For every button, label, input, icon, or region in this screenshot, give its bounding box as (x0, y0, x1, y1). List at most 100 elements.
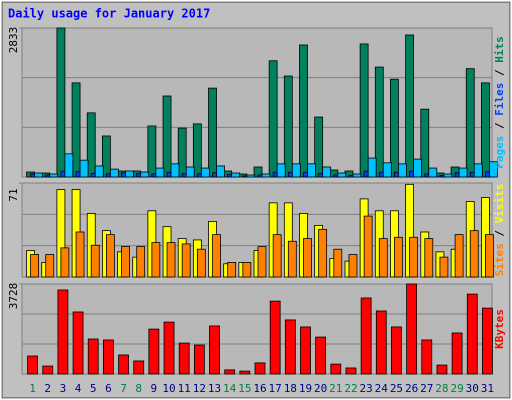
bar (485, 234, 494, 278)
legend-entry: Pages (493, 136, 506, 169)
x-tick-label: 19 (299, 382, 312, 395)
bar (246, 174, 256, 178)
bar (87, 338, 99, 375)
bar (60, 247, 70, 278)
y-tick-label: 71 (7, 188, 20, 201)
bar (261, 173, 271, 178)
bar (72, 311, 84, 375)
bar (272, 234, 282, 278)
x-tick-label: 6 (105, 382, 112, 395)
bar (482, 307, 493, 375)
x-tick-label: 7 (120, 382, 127, 395)
bar (118, 354, 129, 375)
x-tick-label: 27 (420, 382, 433, 395)
bar (322, 166, 332, 178)
x-tick-label: 16 (253, 382, 266, 395)
bar (337, 172, 347, 178)
bar (454, 234, 464, 278)
bar (148, 328, 160, 375)
bar (367, 157, 377, 178)
bar (465, 68, 475, 178)
bar (193, 344, 205, 375)
x-tick-label: 29 (450, 382, 463, 395)
legend-separator: / (493, 223, 506, 243)
bar (109, 168, 119, 178)
legend-entry: Visits (493, 184, 506, 224)
bar (242, 262, 252, 278)
x-tick-label: 11 (178, 382, 191, 395)
bar (307, 163, 316, 178)
legend-entry: Sites (493, 243, 506, 276)
y-tick-label: 3728 (7, 283, 20, 310)
bar (136, 246, 146, 278)
bar (133, 360, 145, 375)
bar (439, 256, 449, 278)
x-tick-label: 28 (435, 382, 448, 395)
bar (394, 236, 403, 278)
bar (56, 27, 66, 178)
bar (147, 125, 157, 178)
bar (30, 254, 39, 278)
bar (458, 167, 468, 178)
bar (303, 238, 312, 278)
bar (333, 248, 343, 278)
bar (428, 167, 438, 178)
bar (413, 158, 423, 178)
bar (390, 78, 399, 178)
bar (382, 162, 392, 178)
bar (330, 363, 342, 375)
bar (469, 230, 479, 278)
bar (140, 171, 150, 178)
legend-entry: Files (493, 83, 506, 116)
bar (239, 370, 251, 375)
bar (451, 332, 463, 375)
x-tick-label: 9 (151, 382, 158, 395)
bar (481, 82, 490, 178)
bar (398, 163, 407, 178)
bar (49, 173, 59, 178)
x-tick-label: 22 (344, 382, 357, 395)
x-tick-label: 15 (238, 382, 251, 395)
bar (424, 238, 434, 278)
x-tick-label: 18 (284, 382, 297, 395)
bar (79, 159, 89, 178)
x-tick-label: 1 (29, 382, 36, 395)
x-tick-label: 30 (466, 382, 479, 395)
bar (466, 293, 478, 375)
bar (352, 173, 362, 178)
bar (406, 283, 418, 375)
x-tick-label: 3 (60, 382, 67, 395)
bar (360, 297, 372, 375)
bar (212, 234, 221, 278)
x-tick-label: 13 (208, 382, 221, 395)
bar (151, 242, 161, 278)
bar (473, 163, 483, 178)
legend: KBytes (493, 309, 506, 349)
x-tick-label: 5 (90, 382, 97, 395)
y-tick-label: 2833 (7, 27, 20, 54)
x-tick-label: 20 (314, 382, 327, 395)
x-tick-label: 23 (360, 382, 373, 395)
x-tick-label: 14 (223, 382, 237, 395)
bar (405, 34, 415, 178)
bar (185, 166, 195, 178)
bar (291, 163, 301, 178)
x-tick-label: 17 (269, 382, 282, 395)
legend: Sites / Visits (493, 184, 506, 277)
bar (257, 246, 267, 278)
bar (268, 60, 278, 178)
x-tick-label: 2 (44, 382, 51, 395)
bar (227, 262, 237, 278)
x-tick-label: 10 (162, 382, 175, 395)
bar (34, 172, 43, 178)
bar (27, 355, 38, 375)
bar (345, 367, 357, 375)
bar (283, 75, 293, 178)
bar (105, 234, 115, 278)
x-tick-label: 4 (75, 382, 82, 395)
bar (163, 321, 175, 375)
bar (287, 240, 297, 278)
